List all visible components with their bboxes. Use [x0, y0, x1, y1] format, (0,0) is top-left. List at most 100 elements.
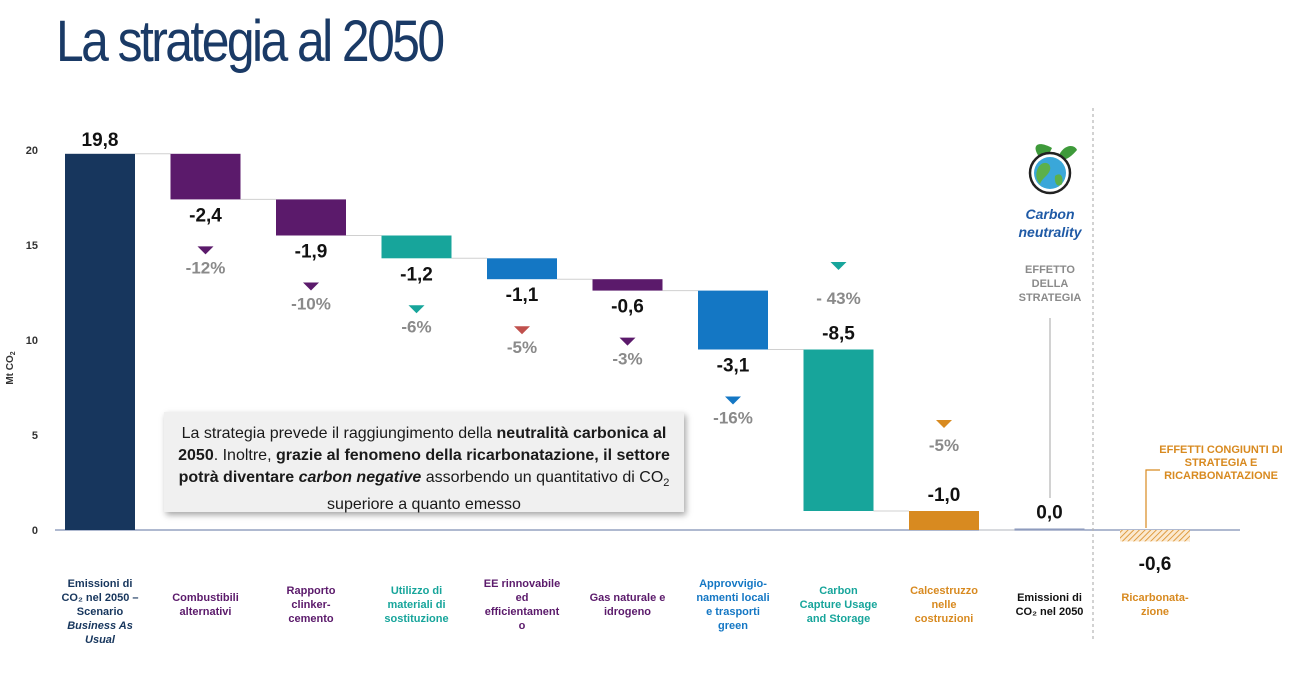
down-arrow-icon	[197, 246, 214, 255]
value-label-5: -0,6	[611, 297, 644, 318]
bar-2	[276, 199, 346, 236]
category-label-line: Utilizzo di	[390, 585, 443, 597]
effetto-strategia-label: EFFETTO	[1025, 264, 1075, 276]
category-label-line: Scenario	[76, 606, 124, 618]
callout-bold-2: grazie al fenomeno della ricarbonatazion…	[178, 447, 670, 486]
category-label-line: e trasporti	[706, 606, 760, 618]
category-label-8: Calcestruzzo nelle costruzioni	[894, 584, 994, 626]
category-label-line: CO₂ nel 2050 –	[61, 592, 139, 604]
globe-part	[1036, 162, 1051, 184]
down-arrow-icon	[514, 326, 530, 335]
category-label-line: EE rinnovabile	[483, 578, 561, 590]
category-label-6: Approvvigio-namenti locali e trasporti gre…	[683, 577, 783, 633]
category-label-line: zione	[1140, 606, 1170, 618]
value-label-7: -8,5	[822, 324, 855, 345]
category-label-9: Emissioni di CO₂ nel 2050	[1000, 591, 1100, 619]
carbon-neutrality-label: Carbon	[1026, 206, 1075, 222]
pct-label-6: -16%	[713, 409, 753, 428]
pct-label-7: - 43%	[816, 289, 860, 308]
category-label-3: Utilizzo di materiali di sostituzione	[367, 584, 467, 626]
category-label-4: EE rinnovabile ed efficientament o	[472, 577, 572, 633]
down-arrow-icon	[830, 262, 847, 270]
category-label-line: idrogeno	[603, 606, 652, 618]
effetti-congiunti-label: RICARBONATAZIONE	[1164, 470, 1278, 482]
callout-text-3: assorbendo un quantitativo di CO	[421, 469, 664, 486]
bar-10	[1120, 530, 1190, 542]
callout-text-1: La strategia prevede il raggiungimento d…	[181, 425, 497, 442]
category-label-line: Calcestruzzo	[910, 585, 978, 597]
effetti-congiunti-label: STRATEGIA E	[1185, 457, 1258, 469]
effetti-congiunti-bracket	[1145, 469, 1160, 528]
pct-label-3: -6%	[401, 317, 431, 336]
down-arrow-icon	[408, 305, 425, 314]
pct-label-2: -10%	[291, 295, 331, 314]
category-label-line: materiali di	[387, 599, 446, 611]
category-label-7: Carbon Capture Usage and Storage	[789, 584, 889, 626]
y-tick-label: 20	[26, 145, 38, 157]
category-label-line: CO₂ nel 2050	[1015, 606, 1084, 618]
category-label-line: Usual	[85, 634, 115, 646]
value-label-1: -2,4	[189, 205, 222, 226]
down-arrow-icon	[303, 282, 319, 291]
bar-0	[65, 153, 135, 531]
value-label-10: -0,6	[1139, 554, 1172, 575]
pct-label-1: -12%	[186, 258, 226, 277]
category-label-10: Ricarbonata-zione	[1105, 591, 1205, 619]
category-label-line: alternativi	[179, 606, 232, 618]
category-label-line: Rapporto	[286, 585, 336, 597]
bar-8	[909, 511, 979, 530]
category-label-line: Combustibili	[172, 592, 239, 604]
pct-label-5: -3%	[612, 350, 642, 369]
effetti-congiunti-label: EFFETTI CONGIUNTI DI	[1159, 444, 1282, 456]
bar-6	[698, 290, 768, 350]
value-label-2: -1,9	[295, 242, 328, 263]
category-label-line: costruzioni	[914, 613, 974, 625]
bar-7	[803, 349, 874, 511]
category-label-line: nelle	[931, 599, 957, 611]
value-label-4: -1,1	[506, 285, 539, 306]
callout-bold-italic: carbon negative	[298, 469, 422, 486]
category-label-line: and Storage	[806, 613, 871, 625]
y-tick-label: 10	[26, 335, 38, 347]
globe-leaf-icon	[1028, 144, 1077, 195]
strategy-callout: La strategia prevede il raggiungimento d…	[164, 412, 684, 514]
category-label-5: Gas naturale e idrogeno	[578, 591, 678, 619]
value-label-0: 19,8	[82, 130, 119, 151]
category-label-line: Emissioni di	[1017, 592, 1082, 604]
callout-text-4: superiore a quanto emesso	[327, 496, 521, 514]
category-label-line: Approvvigio-	[699, 578, 767, 590]
category-label-1: Combustibili alternativi	[156, 591, 256, 619]
effetto-strategia-label: DELLA	[1032, 278, 1069, 290]
bar-9	[1014, 528, 1085, 531]
bar-4	[487, 258, 557, 280]
bar-3	[381, 235, 452, 259]
callout-text-2: . Inoltre,	[213, 447, 276, 464]
callout-bold-1: neutralità carbonica al 2050	[178, 425, 667, 464]
down-arrow-icon	[725, 396, 741, 405]
down-arrow-icon	[936, 420, 952, 428]
pct-label-8: -5%	[929, 436, 959, 455]
y-tick-label: 0	[32, 525, 38, 537]
bar-5	[592, 279, 663, 291]
category-label-line: Gas naturale e	[589, 592, 666, 604]
category-label-line: cemento	[288, 613, 334, 625]
value-label-8: -1,0	[928, 485, 961, 506]
value-label-9: 0,0	[1036, 502, 1062, 523]
category-label-line: Business As	[67, 620, 133, 632]
globe-part	[1054, 174, 1063, 186]
y-tick-label: 15	[26, 240, 38, 252]
value-label-6: -3,1	[717, 356, 750, 377]
category-label-line: Emissioni di	[67, 578, 133, 590]
category-label-line: sostituzione	[384, 613, 449, 625]
effetto-strategia-label: STRATEGIA	[1019, 292, 1082, 304]
category-label-line: ed	[515, 592, 529, 604]
category-label-0: Emissioni di CO₂ nel 2050 – Scenario Busine…	[50, 577, 150, 647]
pct-label-4: -5%	[507, 338, 537, 357]
category-label-line: efficientament	[484, 606, 560, 618]
category-label-line: o	[518, 620, 526, 632]
category-label-line: namenti locali	[696, 592, 770, 604]
callout-subscript: 2	[663, 477, 670, 490]
down-arrow-icon	[619, 337, 636, 346]
y-tick-label: 5	[32, 430, 38, 442]
